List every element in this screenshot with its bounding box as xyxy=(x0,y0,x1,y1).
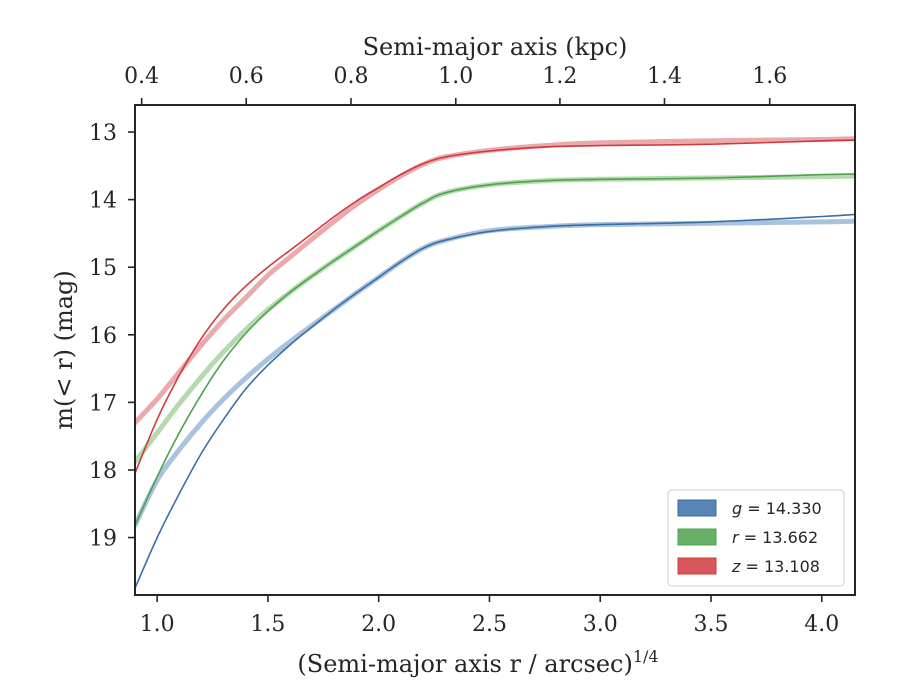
y-tick-label: 17 xyxy=(89,391,117,416)
top-tick-label: 1.2 xyxy=(542,64,577,89)
y-tick-label: 13 xyxy=(89,121,117,146)
legend-swatch-r xyxy=(677,528,717,546)
legend-variable: r xyxy=(732,528,740,547)
x-tick-label: 3.0 xyxy=(583,612,618,637)
legend-swatch-g xyxy=(677,499,717,517)
legend-label-z: z = 13.108 xyxy=(731,557,820,576)
left-axis-ticks: 13 14 15 16 17 18 19 xyxy=(89,121,135,552)
series-z-model-band xyxy=(135,136,855,426)
legend-label-g: g = 14.330 xyxy=(732,499,822,518)
series-g-profile-line xyxy=(135,213,855,589)
x-tick-label: 1.5 xyxy=(250,612,285,637)
y-tick-label: 14 xyxy=(89,189,117,214)
legend-swatch-z xyxy=(677,557,717,575)
legend-label-r: r = 13.662 xyxy=(732,528,818,547)
left-axis-title: m(< r) (mag) xyxy=(50,270,78,429)
bottom-axis-title: (Semi-major axis r / arcsec)1/4 xyxy=(297,647,658,678)
y-tick-label: 19 xyxy=(89,527,117,552)
top-axis-title: Semi-major axis (kpc) xyxy=(363,33,628,61)
legend-value: = 13.662 xyxy=(739,528,819,547)
y-tick-label: 15 xyxy=(89,256,117,281)
bottom-axis-title-text: (Semi-major axis r / arcsec) xyxy=(297,650,632,678)
series-r-model-band xyxy=(135,173,855,465)
y-tick-label: 18 xyxy=(89,459,117,484)
top-axis-ticks: 0.4 0.6 0.8 1.0 1.2 1.4 1.6 xyxy=(124,64,787,105)
legend-value: = 13.108 xyxy=(740,557,820,576)
series-z-profile-line xyxy=(135,139,855,474)
legend-value: = 14.330 xyxy=(742,499,822,518)
series-layer xyxy=(135,136,855,589)
series-r-profile-line xyxy=(135,173,855,526)
top-tick-label: 1.6 xyxy=(752,64,787,89)
top-tick-label: 0.8 xyxy=(334,64,369,89)
top-tick-label: 1.4 xyxy=(647,64,682,89)
x-tick-label: 1.0 xyxy=(140,612,175,637)
legend-variable: g xyxy=(732,499,742,518)
top-tick-label: 0.6 xyxy=(229,64,264,89)
legend-variable: z xyxy=(731,557,741,576)
top-tick-label: 0.4 xyxy=(124,64,159,89)
x-tick-label: 3.5 xyxy=(694,612,729,637)
series-g-model-band xyxy=(135,218,855,528)
bottom-axis-ticks: 1.0 1.5 2.0 2.5 3.0 3.5 4.0 xyxy=(140,595,839,637)
y-tick-label: 16 xyxy=(89,324,117,349)
series-group xyxy=(135,136,855,589)
bottom-axis-title-exponent: 1/4 xyxy=(633,647,659,666)
plot-frame xyxy=(134,104,856,596)
top-tick-label: 1.0 xyxy=(438,64,473,89)
x-tick-label: 2.5 xyxy=(472,612,507,637)
x-tick-label: 2.0 xyxy=(361,612,396,637)
x-tick-label: 4.0 xyxy=(804,612,839,637)
